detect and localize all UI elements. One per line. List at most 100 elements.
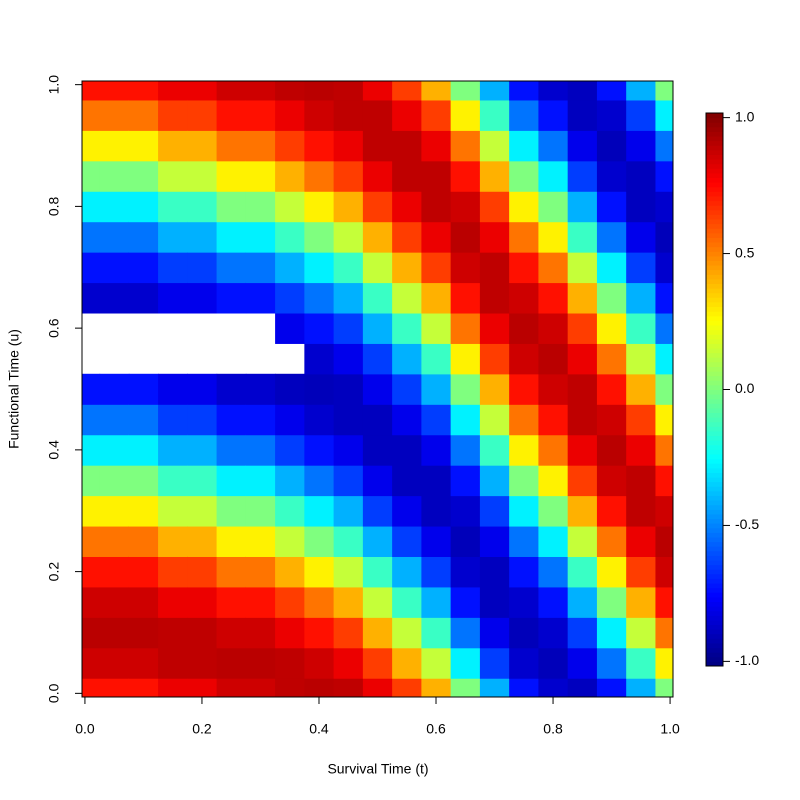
heat-cell [450,373,481,405]
colorbar-swatch [706,329,723,335]
heat-cell [392,617,422,649]
heat-cell [626,191,657,223]
heat-cell [479,525,510,557]
heat-cell [82,282,101,314]
colorbar-swatch [706,338,723,344]
heat-cell [128,617,159,649]
x-tick-label: 0.2 [192,721,212,737]
colorbar-swatch [706,412,723,418]
colorbar-swatch [706,458,723,464]
heat-cell [567,617,598,649]
heat-cell [509,343,540,375]
heat-cell [450,130,481,162]
colorbar-swatch [706,421,723,427]
heat-cell [99,160,130,192]
heat-cell [626,495,657,527]
heat-cell [421,81,452,101]
heat-cell [626,252,657,284]
heat-cell [567,343,598,375]
heat-cell [421,191,452,223]
heat-cell [538,99,569,131]
heat-cell [216,647,247,679]
heat-cell [275,465,305,497]
heat-cell [596,282,627,314]
heat-cell [479,404,510,436]
colorbar-swatch [706,656,723,662]
colorbar-swatch [706,117,723,123]
heat-cell [479,221,510,253]
colorbar-swatch [706,527,723,533]
colorbar-swatch [706,560,723,566]
heat-cell [626,617,657,649]
heat-cell [216,556,247,588]
heat-cell [479,191,510,223]
heat-cell [626,678,657,697]
colorbar-tick-label: -0.5 [735,516,759,532]
heat-cell [187,282,218,314]
colorbar-swatch [706,371,723,377]
colorbar-swatch [706,430,723,437]
heat-cell [187,617,218,649]
heat-cell [158,160,188,192]
heat-cell [509,525,540,557]
colorbar-swatch [706,394,723,400]
heat-cell [596,99,627,131]
heat-cell [128,160,159,192]
heat-cell [626,160,657,192]
heat-cell [304,434,335,466]
colorbar-swatch [706,228,723,234]
colorbar-swatch [706,532,723,538]
colorbar-swatch [706,610,723,616]
heat-cell [421,252,452,284]
x-tick-label: 0.0 [75,721,95,737]
heat-cell [626,130,657,162]
heat-cell [158,434,188,466]
heat-cell [275,221,305,253]
heat-cell [128,525,159,557]
heat-cell [304,343,335,375]
heat-cell [596,586,627,618]
colorbar-swatch [706,652,723,658]
heat-cell [479,495,510,527]
heat-cell [421,130,452,162]
heat-cell [655,586,673,618]
colorbar-swatch [706,297,723,303]
heat-cell [421,465,452,497]
heat-cell [655,99,673,131]
heat-cell [567,221,598,253]
heat-cell [392,434,422,466]
heat-cell [128,282,159,314]
colorbar-swatch [706,292,723,298]
heat-cell [216,373,247,405]
y-tick-label: 0.6 [46,318,62,338]
heat-cell [99,221,130,253]
colorbar-swatch [706,283,723,289]
heat-cell [275,647,305,679]
heat-cell [128,647,159,679]
heat-cell [450,617,481,649]
heat-cell [245,130,276,162]
heat-cell [655,373,673,405]
heat-cell [450,647,481,679]
heat-cell [187,465,218,497]
heat-cell [82,434,101,466]
heat-cell [538,191,569,223]
heat-cell [450,586,481,618]
heat-cell [479,312,510,344]
heat-cell [655,343,673,375]
colorbar-swatch [706,477,723,483]
colorbar-swatch [706,218,723,225]
heat-cell [82,495,101,527]
heat-cell [450,343,481,375]
heat-cell [655,191,673,223]
heat-cell [596,495,627,527]
heat-cell [421,586,452,618]
colorbar-swatch [706,186,723,192]
heat-cell [626,434,657,466]
heat-cell [626,282,657,314]
colorbar-swatch [706,444,723,450]
heat-cell [362,525,393,557]
heat-cell [538,221,569,253]
colorbar-tick-label: 1.0 [735,108,755,124]
heat-cell [304,373,335,405]
